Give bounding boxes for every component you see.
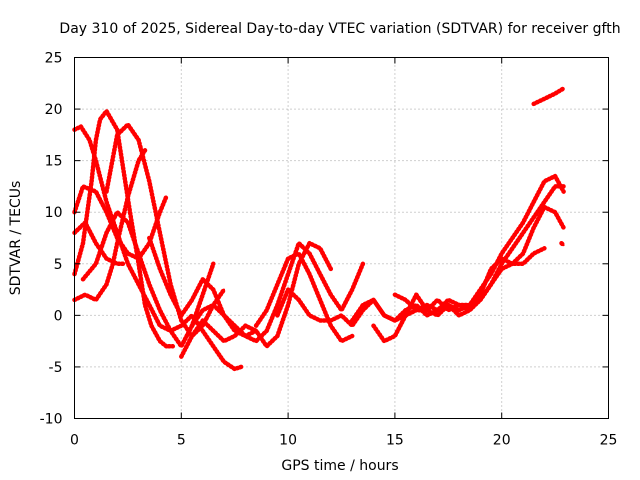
axis-ticks	[74, 57, 609, 419]
y-axis-label: SDTVAR / TECUs	[8, 181, 24, 296]
y-tick-label: -10	[40, 412, 63, 428]
plot-frame	[74, 57, 609, 419]
x-tick-label: 0	[70, 433, 79, 449]
series-arc-13-core	[351, 175, 565, 322]
x-tick-labels: 0 5 10 15 20 25	[70, 433, 617, 449]
y-tick-label: -5	[49, 360, 63, 376]
series-arc-10-core	[191, 242, 364, 343]
grid-lines	[74, 57, 609, 419]
series-arc-13	[349, 173, 566, 323]
y-tick-label: 0	[54, 308, 63, 324]
series-arc-15	[392, 246, 547, 313]
x-tick-label: 10	[279, 433, 297, 449]
y-tick-label: 15	[45, 154, 63, 170]
y-tick-labels: -10 -5 0 5 10 15 20 25	[40, 51, 63, 428]
series-layer	[72, 86, 566, 372]
series-arc-18	[559, 240, 566, 248]
x-axis-label: GPS time / hours	[281, 458, 398, 474]
y-tick-label: 5	[54, 257, 63, 273]
x-tick-label: 5	[177, 433, 186, 449]
series-arc-2	[72, 108, 176, 349]
chart-title: Day 310 of 2025, Sidereal Day-to-day VTE…	[59, 21, 620, 37]
x-tick-label: 15	[386, 433, 404, 449]
y-tick-label: 10	[45, 205, 63, 221]
x-tick-label: 20	[493, 433, 511, 449]
series-arc-16	[478, 184, 566, 303]
y-tick-label: 25	[45, 51, 63, 67]
x-tick-label: 25	[600, 433, 618, 449]
series-arc-4	[72, 184, 169, 261]
series-arc-11	[253, 251, 355, 344]
series-arc-17	[531, 86, 566, 107]
series-arc-14	[371, 204, 566, 344]
series-arc-6	[104, 122, 227, 339]
series-arc-6-core	[105, 123, 225, 337]
y-tick-label: 20	[45, 102, 63, 118]
series-arc-10	[189, 240, 366, 344]
